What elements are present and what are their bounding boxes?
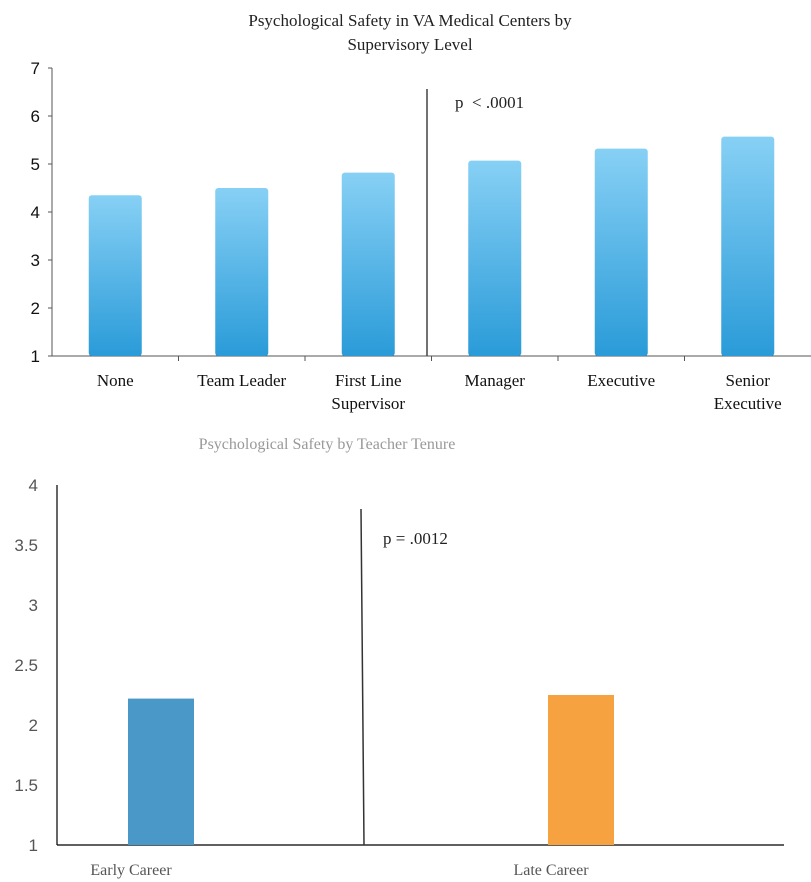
chart1-y-tick-label: 2 — [31, 299, 40, 318]
chart1-y-tick-label: 5 — [31, 155, 40, 174]
chart2-y-tick-label: 1 — [29, 836, 38, 855]
chart2-p-value: p = .0012 — [383, 529, 448, 548]
chart1-bars — [88, 136, 775, 356]
chart1-bar — [468, 160, 522, 356]
chart1-x-label: Supervisor — [331, 394, 405, 413]
chart1-x-label: None — [97, 371, 134, 390]
chart1-y-tick-label: 6 — [31, 107, 40, 126]
chart1-title-line1: Psychological Safety in VA Medical Cente… — [248, 11, 572, 30]
chart2-y-tick-label: 2.5 — [14, 656, 38, 675]
chart1-y-tick-label: 7 — [31, 59, 40, 78]
chart1-y-tick-label: 3 — [31, 251, 40, 270]
chart2-y-tick-label: 3.5 — [14, 536, 38, 555]
chart2-y-tick-label: 1.5 — [14, 776, 38, 795]
chart1-bar — [341, 172, 395, 356]
chart2-y-tick-label: 2 — [29, 716, 38, 735]
chart2-x-label: Early Career — [90, 862, 172, 879]
chart1-bar — [215, 188, 269, 356]
chart1-x-labels: None Team Leader First Line Supervisor Manag… — [97, 371, 782, 413]
chart1-y-tick-label: 4 — [31, 203, 40, 222]
chart2-title: Psychological Safety by Teacher Tenure — [199, 436, 456, 453]
chart1-x-label: First Line — [335, 371, 402, 390]
chart2-bar — [128, 698, 194, 845]
chart2-y-tick-label: 4 — [29, 476, 38, 495]
chart1-x-label: Manager — [465, 371, 526, 390]
chart1-bar — [88, 195, 142, 356]
chart2-y-tick-label: 3 — [29, 596, 38, 615]
chart1-x-label: Executive — [587, 371, 655, 390]
chart1-bar — [594, 148, 648, 356]
chart1-p-value: p < .0001 — [455, 93, 524, 112]
chart2-x-labels: Early Career Late Career — [90, 862, 589, 879]
chart-teacher-tenure: Psychological Safety by Teacher Tenure 1… — [14, 436, 784, 879]
chart1-x-label: Senior — [726, 371, 771, 390]
chart1-axes: 1 2 3 4 5 6 7 — [31, 59, 811, 366]
chart2-x-label: Late Career — [513, 862, 589, 879]
chart1-x-label: Team Leader — [197, 371, 286, 390]
chart2-significance-divider — [360, 508, 365, 846]
chart2-bars — [128, 695, 614, 845]
chart1-x-label: Executive — [714, 394, 782, 413]
chart-supervisory-level: Psychological Safety in VA Medical Cente… — [31, 11, 811, 413]
chart1-title-line2: Supervisory Level — [347, 35, 472, 54]
chart1-y-tick-label: 1 — [31, 347, 40, 366]
chart2-bar — [548, 695, 614, 845]
chart1-bar — [721, 136, 775, 356]
